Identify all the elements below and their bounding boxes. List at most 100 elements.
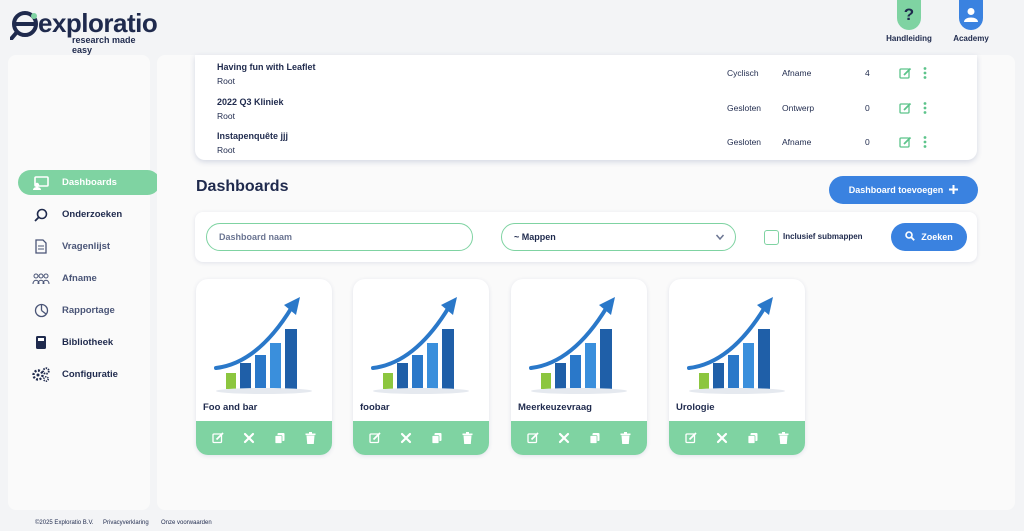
footer-terms-link[interactable]: Onze voorwaarden (161, 520, 212, 526)
research-name[interactable]: 2022 Q3 Kliniek (217, 97, 284, 107)
filter-bar: Dashboard naam ~ Mappen Inclusief submap… (195, 212, 977, 262)
dashboard-card-actions (511, 421, 647, 455)
manual-button[interactable]: ? Handleiding (879, 0, 939, 43)
dashboard-thumbnail[interactable] (208, 293, 320, 395)
sidebar-item-bibliotheek[interactable]: Bibliotheek (18, 330, 160, 355)
research-count: 0 (865, 103, 870, 113)
folder-select[interactable]: ~ Mappen (501, 223, 736, 251)
dashboard-card[interactable]: foobar (353, 279, 489, 455)
copy-icon[interactable] (585, 428, 605, 448)
research-folder: Root (217, 145, 235, 155)
research-name[interactable]: Having fun with Leaflet (217, 62, 316, 72)
edit-icon[interactable] (208, 428, 228, 448)
sidebar (8, 55, 150, 510)
more-vertical-icon[interactable] (923, 66, 927, 84)
academy-button[interactable]: Academy (941, 0, 1001, 43)
sidebar-item-vragenlijst[interactable]: Vragenlijst (18, 234, 160, 259)
chevron-down-icon (715, 232, 725, 244)
edit-icon[interactable] (899, 135, 912, 153)
dashboard-icon (32, 174, 50, 192)
sidebar-item-rapportage[interactable]: Rapportage (18, 298, 160, 323)
edit-icon[interactable] (899, 66, 912, 84)
sidebar-item-label: Configuratie (62, 369, 118, 380)
tools-icon[interactable] (554, 428, 574, 448)
dashboard-card-actions (669, 421, 805, 455)
dashboard-thumbnail[interactable] (681, 293, 793, 395)
document-icon (32, 238, 50, 256)
edit-icon[interactable] (365, 428, 385, 448)
dashboard-card[interactable]: Urologie (669, 279, 805, 455)
sidebar-item-label: Rapportage (62, 305, 115, 316)
include-subfolders-checkbox[interactable] (764, 230, 779, 245)
table-row[interactable]: Instapenquête jjj Root Gesloten Afname 0 (195, 124, 977, 158)
sidebar-item-label: Dashboards (62, 177, 117, 188)
manual-label: Handleiding (886, 34, 932, 43)
tools-icon[interactable] (239, 428, 259, 448)
add-dashboard-label: Dashboard toevoegen (848, 185, 944, 195)
tools-icon[interactable] (712, 428, 732, 448)
edit-icon[interactable] (681, 428, 701, 448)
research-name[interactable]: Instapenquête jjj (217, 131, 289, 141)
research-phase: Ontwerp (782, 103, 815, 113)
search-icon (32, 206, 50, 224)
question-icon: ? (897, 0, 921, 30)
trash-icon[interactable] (774, 428, 794, 448)
user-icon (959, 0, 983, 30)
trash-icon[interactable] (458, 428, 478, 448)
library-icon (32, 334, 50, 352)
dashboard-name-input[interactable]: Dashboard naam (206, 223, 473, 251)
plus-icon (949, 184, 959, 196)
dashboard-card-title[interactable]: Urologie (676, 402, 715, 413)
footer-privacy-link[interactable]: Privacyverklaring (103, 520, 149, 526)
search-button-label: Zoeken (921, 232, 953, 242)
research-phase: Afname (782, 68, 812, 78)
table-row[interactable]: 2022 Q3 Kliniek Root Gesloten Ontwerp 0 (195, 90, 977, 124)
add-dashboard-button[interactable]: Dashboard toevoegen (829, 176, 978, 204)
brand-logo[interactable]: exploratio research made easy (10, 8, 158, 55)
gears-icon (32, 366, 50, 384)
sidebar-item-label: Afname (62, 273, 97, 284)
sidebar-item-afname[interactable]: Afname (18, 266, 160, 291)
search-icon (905, 231, 916, 243)
dashboard-thumbnail[interactable] (523, 293, 635, 395)
research-table: Having fun with Leaflet Root Cyclisch Af… (195, 55, 977, 160)
brand-tagline: research made easy (72, 35, 136, 55)
dashboard-card[interactable]: Foo and bar (196, 279, 332, 455)
more-vertical-icon[interactable] (923, 135, 927, 153)
more-vertical-icon[interactable] (923, 101, 927, 119)
trash-icon[interactable] (616, 428, 636, 448)
dashboard-thumbnail[interactable] (365, 293, 477, 395)
edit-icon[interactable] (899, 101, 912, 119)
sidebar-item-label: Vragenlijst (62, 241, 111, 252)
folder-select-value: ~ Mappen (514, 232, 556, 242)
logo-e-icon (10, 11, 38, 40)
dashboard-card-actions (353, 421, 489, 455)
sidebar-item-label: Bibliotheek (62, 337, 114, 348)
copy-icon[interactable] (427, 428, 447, 448)
table-row[interactable]: Having fun with Leaflet Root Cyclisch Af… (195, 55, 977, 89)
edit-icon[interactable] (523, 428, 543, 448)
trash-icon[interactable] (301, 428, 321, 448)
dashboard-card-title[interactable]: Foo and bar (203, 402, 258, 413)
research-status: Gesloten (727, 137, 762, 147)
copy-icon[interactable] (270, 428, 290, 448)
tools-icon[interactable] (396, 428, 416, 448)
research-folder: Root (217, 111, 235, 121)
brand-name: exploratio (38, 8, 158, 38)
dashboard-card-title[interactable]: foobar (360, 402, 390, 413)
people-icon (32, 270, 50, 288)
sidebar-item-configuratie[interactable]: Configuratie (18, 362, 160, 387)
research-phase: Afname (782, 137, 812, 147)
sidebar-item-dashboards[interactable]: Dashboards (18, 170, 160, 195)
search-button[interactable]: Zoeken (891, 223, 967, 251)
research-count: 0 (865, 137, 870, 147)
research-status: Cyclisch (727, 68, 759, 78)
dashboard-card-actions (196, 421, 332, 455)
academy-label: Academy (953, 34, 989, 43)
research-folder: Root (217, 76, 235, 86)
sidebar-item-onderzoeken[interactable]: Onderzoeken (18, 202, 160, 227)
dashboard-card-title[interactable]: Meerkeuzevraag (518, 402, 592, 413)
dashboard-card[interactable]: Meerkeuzevraag (511, 279, 647, 455)
copy-icon[interactable] (743, 428, 763, 448)
include-subfolders-label: Inclusief submappen (783, 232, 863, 241)
